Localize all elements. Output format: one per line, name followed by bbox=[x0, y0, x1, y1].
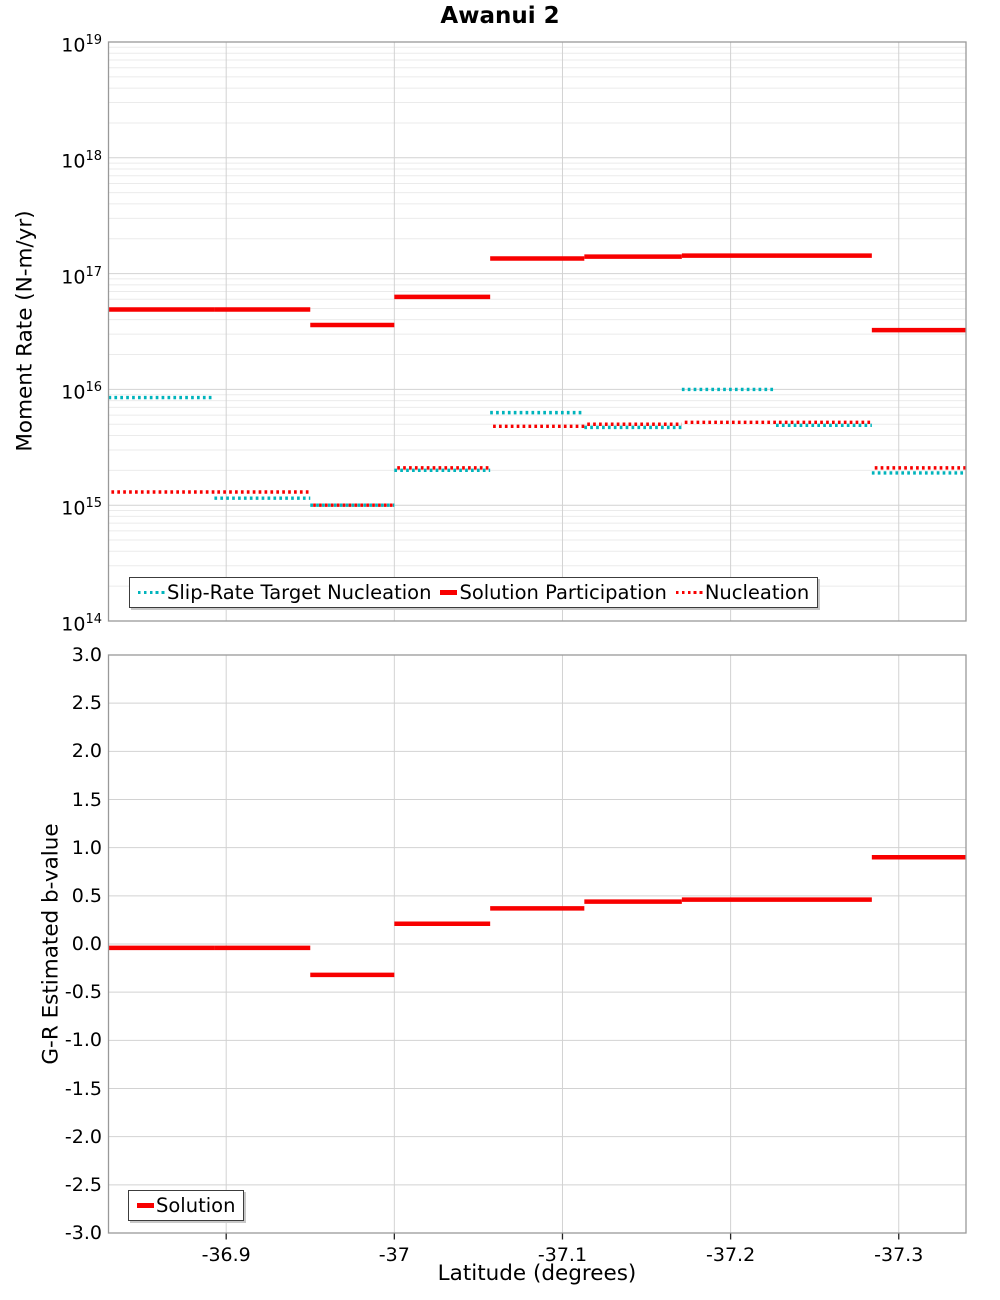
y-tick-label-b-value: 2.0 bbox=[71, 740, 102, 763]
y-tick-label-moment-rate: 1019 bbox=[61, 33, 102, 57]
teal-dotted-line-swatch-icon bbox=[138, 590, 165, 595]
red-solid-line-swatch-icon bbox=[440, 590, 458, 595]
x-tick-label-latitude: -37.3 bbox=[874, 1244, 924, 1266]
y-tick-label-b-value: -1.0 bbox=[64, 1029, 102, 1052]
x-tick-label-latitude: -37 bbox=[378, 1244, 410, 1266]
red-solid-line-swatch-icon bbox=[137, 1203, 154, 1208]
y-axis-title-moment-rate: Moment Rate (N-m/yr) bbox=[12, 210, 38, 452]
legend-b-value: Solution bbox=[128, 1190, 245, 1221]
x-tick-label-latitude: -37.2 bbox=[706, 1244, 756, 1266]
y-tick-label-b-value: 3.0 bbox=[71, 644, 102, 666]
y-tick-label-moment-rate: 1015 bbox=[61, 496, 102, 520]
legend-item-solution: Solution bbox=[137, 1194, 235, 1217]
y-tick-label-b-value: -1.5 bbox=[64, 1077, 102, 1100]
y-tick-label-b-value: -2.5 bbox=[64, 1173, 102, 1196]
y-tick-label-b-value: 0.0 bbox=[71, 933, 102, 955]
x-tick-label-latitude: -36.9 bbox=[201, 1244, 251, 1266]
y-tick-label-moment-rate: 1018 bbox=[61, 148, 102, 173]
y-tick-label-moment-rate: 1017 bbox=[61, 264, 102, 288]
legend-item-slip-rate-target-nucleation: Slip-Rate Target Nucleation bbox=[138, 581, 431, 604]
chart-title: Awanui 2 bbox=[440, 3, 560, 29]
legend-item-nucleation: Nucleation bbox=[675, 581, 810, 604]
y-tick-label-moment-rate: 1014 bbox=[61, 612, 102, 636]
y-tick-label-b-value: -2.0 bbox=[64, 1125, 102, 1148]
y-tick-label-b-value: 1.5 bbox=[71, 788, 102, 811]
y-tick-label-b-value: 0.5 bbox=[71, 884, 102, 907]
y-tick-label-b-value: 1.0 bbox=[71, 836, 102, 859]
panel-border bbox=[107, 41, 967, 622]
legend-item-solution-participation: Solution Participation bbox=[440, 581, 667, 604]
legend-label: Slip-Rate Target Nucleation bbox=[167, 581, 432, 604]
panel-border bbox=[107, 654, 967, 1234]
legend-label: Solution Participation bbox=[459, 581, 667, 604]
y-tick-label-moment-rate: 1016 bbox=[61, 380, 102, 404]
y-tick-label-b-value: -3.0 bbox=[64, 1222, 102, 1244]
y-tick-label-b-value: 2.5 bbox=[71, 692, 102, 715]
x-tick-label-latitude: -37.1 bbox=[537, 1244, 588, 1266]
legend-label: Solution bbox=[156, 1194, 236, 1217]
x-axis-title-latitude: Latitude (degrees) bbox=[437, 1261, 637, 1286]
legend-label: Nucleation bbox=[704, 581, 810, 604]
red-dotted-line-swatch-icon bbox=[675, 590, 703, 595]
y-tick-label-b-value: -0.5 bbox=[64, 981, 102, 1004]
legend-moment-rate: Slip-Rate Target Nucleation Solution Par… bbox=[129, 577, 819, 608]
